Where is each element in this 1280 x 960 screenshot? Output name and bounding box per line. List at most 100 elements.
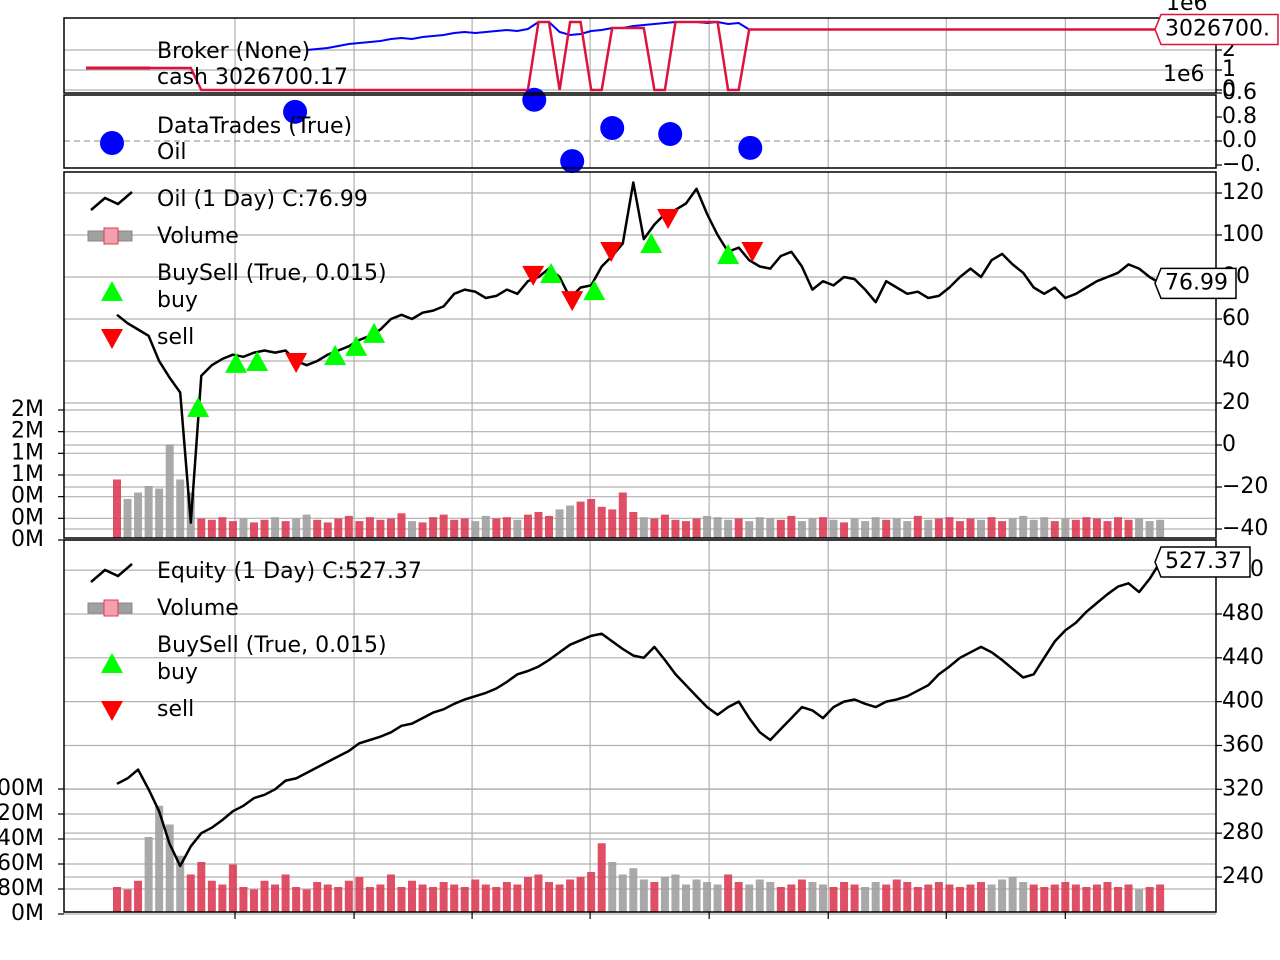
volume-bar [313,519,322,538]
volume-bar [629,512,638,538]
volume-bar [429,517,438,538]
volume-bar [618,874,627,912]
volume-bar [913,515,922,538]
sell-marker [522,265,545,286]
panel-frame [63,171,1217,539]
legend-title: Broker (None) [157,39,310,64]
panel-frame [63,17,1217,94]
volume-bar [608,509,617,538]
tag-box [1154,13,1279,46]
volume-bar [1135,518,1144,538]
buy-marker [246,351,269,372]
volume-bar [1114,517,1123,538]
volume-bar [766,518,775,538]
volume-bar [745,521,754,538]
volume-bar [1092,884,1101,912]
y-tick-label: 400 [1222,689,1264,714]
volume-bar [955,521,964,538]
volume-bar [934,518,943,538]
volume-bar [850,884,859,912]
volume-bar [840,882,849,912]
volume-bar [408,880,417,912]
y-tick-label: 0.6 [1222,80,1257,105]
y-tick-label: 40 [1222,348,1250,373]
buy-marker [187,397,210,418]
volume-bar [502,882,511,912]
volume-bar [787,515,796,538]
volume-bar [239,887,248,912]
price-line [116,561,1162,868]
volume-bar [386,518,395,538]
volume-bar [808,882,817,912]
y-tick-label: 240 [1222,864,1264,889]
volume-bar [197,518,206,538]
volume-tick-label: 0M [11,527,44,552]
y-tick-label: 0 [1222,432,1236,457]
volume-bar [703,515,712,538]
volume-bar [1135,889,1144,912]
volume-bar [1040,517,1049,538]
volume-tick-label: 0M [11,505,44,530]
volume-bar [555,509,564,538]
volume-bar [155,805,164,912]
volume-bar [1156,884,1165,912]
volume-bar [639,879,648,912]
volume-bar [481,884,490,912]
volume-bar [861,887,870,912]
legend-label: Volume [157,224,239,249]
trade-point [600,116,625,141]
volume-tick-label: 80M [0,876,44,901]
volume-bar [207,519,216,538]
volume-bar [850,518,859,538]
volume-bar [650,518,659,538]
y-tick-label: 480 [1222,601,1264,626]
volume-bar [460,887,469,912]
y-tick-label: 0.8 [1222,104,1257,129]
panel-frame [63,539,1217,913]
volume-bar [502,517,511,538]
volume-bar [1050,521,1059,538]
volume-bar [165,444,174,538]
volume-bar [545,515,554,538]
volume-bar [397,887,406,912]
legend-icon [90,191,133,211]
trade-point [522,87,547,112]
volume-bar [1071,519,1080,538]
volume-bar [513,884,522,912]
volume-bar [334,887,343,912]
y-tick-label: 0.0 [1222,128,1257,153]
volume-bar [566,879,575,912]
y-tick-label: 120 [1222,180,1264,205]
legend-icon [100,131,124,155]
volume-bar [829,887,838,912]
volume-bar [397,513,406,538]
volume-bar [755,517,764,538]
trade-point [560,149,585,174]
y-tick-label: 440 [1222,645,1264,670]
volume-bar [313,882,322,912]
volume-bar [882,884,891,912]
legend-icon [101,701,123,721]
volume-bar [829,519,838,538]
volume-bar [155,488,164,538]
volume-bar [966,884,975,912]
legend-icon [101,281,123,301]
volume-bar [555,884,564,912]
volume-bar [365,517,374,538]
broker-line [117,20,1161,92]
volume-bar [903,521,912,538]
volume-bar [344,880,353,912]
volume-bar [724,519,733,538]
volume-bar [513,519,522,538]
volume-bar [977,882,986,912]
volume-bar [1008,877,1017,912]
volume-bar [713,517,722,538]
y-tick-label: 320 [1222,776,1264,801]
y-tick-label: −40 [1222,516,1268,541]
volume-bar [650,882,659,912]
volume-bar [271,884,280,912]
y-tick-label: 280 [1222,820,1264,845]
volume-bar [165,824,174,912]
volume-bar [1029,519,1038,538]
